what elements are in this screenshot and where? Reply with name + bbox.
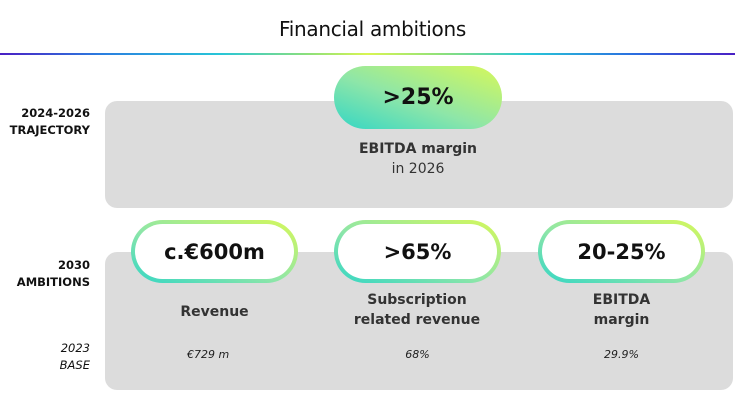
ebitda-value: 20-25% [542, 224, 701, 279]
revenue-value-pill: c.€600m [131, 220, 298, 283]
gradient-divider [0, 53, 735, 55]
trajectory-metric: EBITDA margin in 2026 [334, 139, 502, 179]
ebitda-metric: EBITDA margin [538, 290, 705, 330]
page-title: Financial ambitions [279, 17, 466, 41]
subscription-base: 68% [405, 348, 430, 361]
subscription-label-line1: Subscription [367, 292, 467, 308]
revenue-base: €729 m [187, 348, 230, 361]
subscription-value-pill: >65% [334, 220, 501, 283]
ebitda-value-pill: 20-25% [538, 220, 705, 283]
ebitda-label-line1: EBITDA [592, 292, 651, 308]
ambitions-row-label: 2030 AMBITIONS [17, 257, 90, 291]
revenue-label: Revenue [180, 304, 249, 320]
subscription-metric: Subscription related revenue [317, 290, 517, 330]
trajectory-heading: TRAJECTORY [9, 123, 90, 137]
trajectory-metric-label: EBITDA margin [358, 141, 478, 157]
ebitda-label-line2: margin [593, 312, 650, 328]
revenue-metric: Revenue [131, 302, 298, 322]
ebitda-base: 29.9% [604, 348, 639, 361]
base-row-label: 2023 BASE [60, 340, 90, 374]
trajectory-row-label: 2024-2026 TRAJECTORY [10, 105, 90, 139]
trajectory-years: 2024-2026 [21, 106, 90, 120]
trajectory-metric-sub: in 2026 [391, 161, 445, 177]
trajectory-value-pill: >25% [334, 66, 502, 129]
ambitions-heading: AMBITIONS [16, 275, 90, 289]
base-heading: BASE [59, 358, 90, 372]
ambitions-year: 2030 [57, 258, 90, 272]
subscription-label-line2: related revenue [353, 312, 481, 328]
subscription-value: >65% [338, 224, 497, 279]
base-year: 2023 [60, 341, 90, 355]
revenue-value: c.€600m [135, 224, 294, 279]
